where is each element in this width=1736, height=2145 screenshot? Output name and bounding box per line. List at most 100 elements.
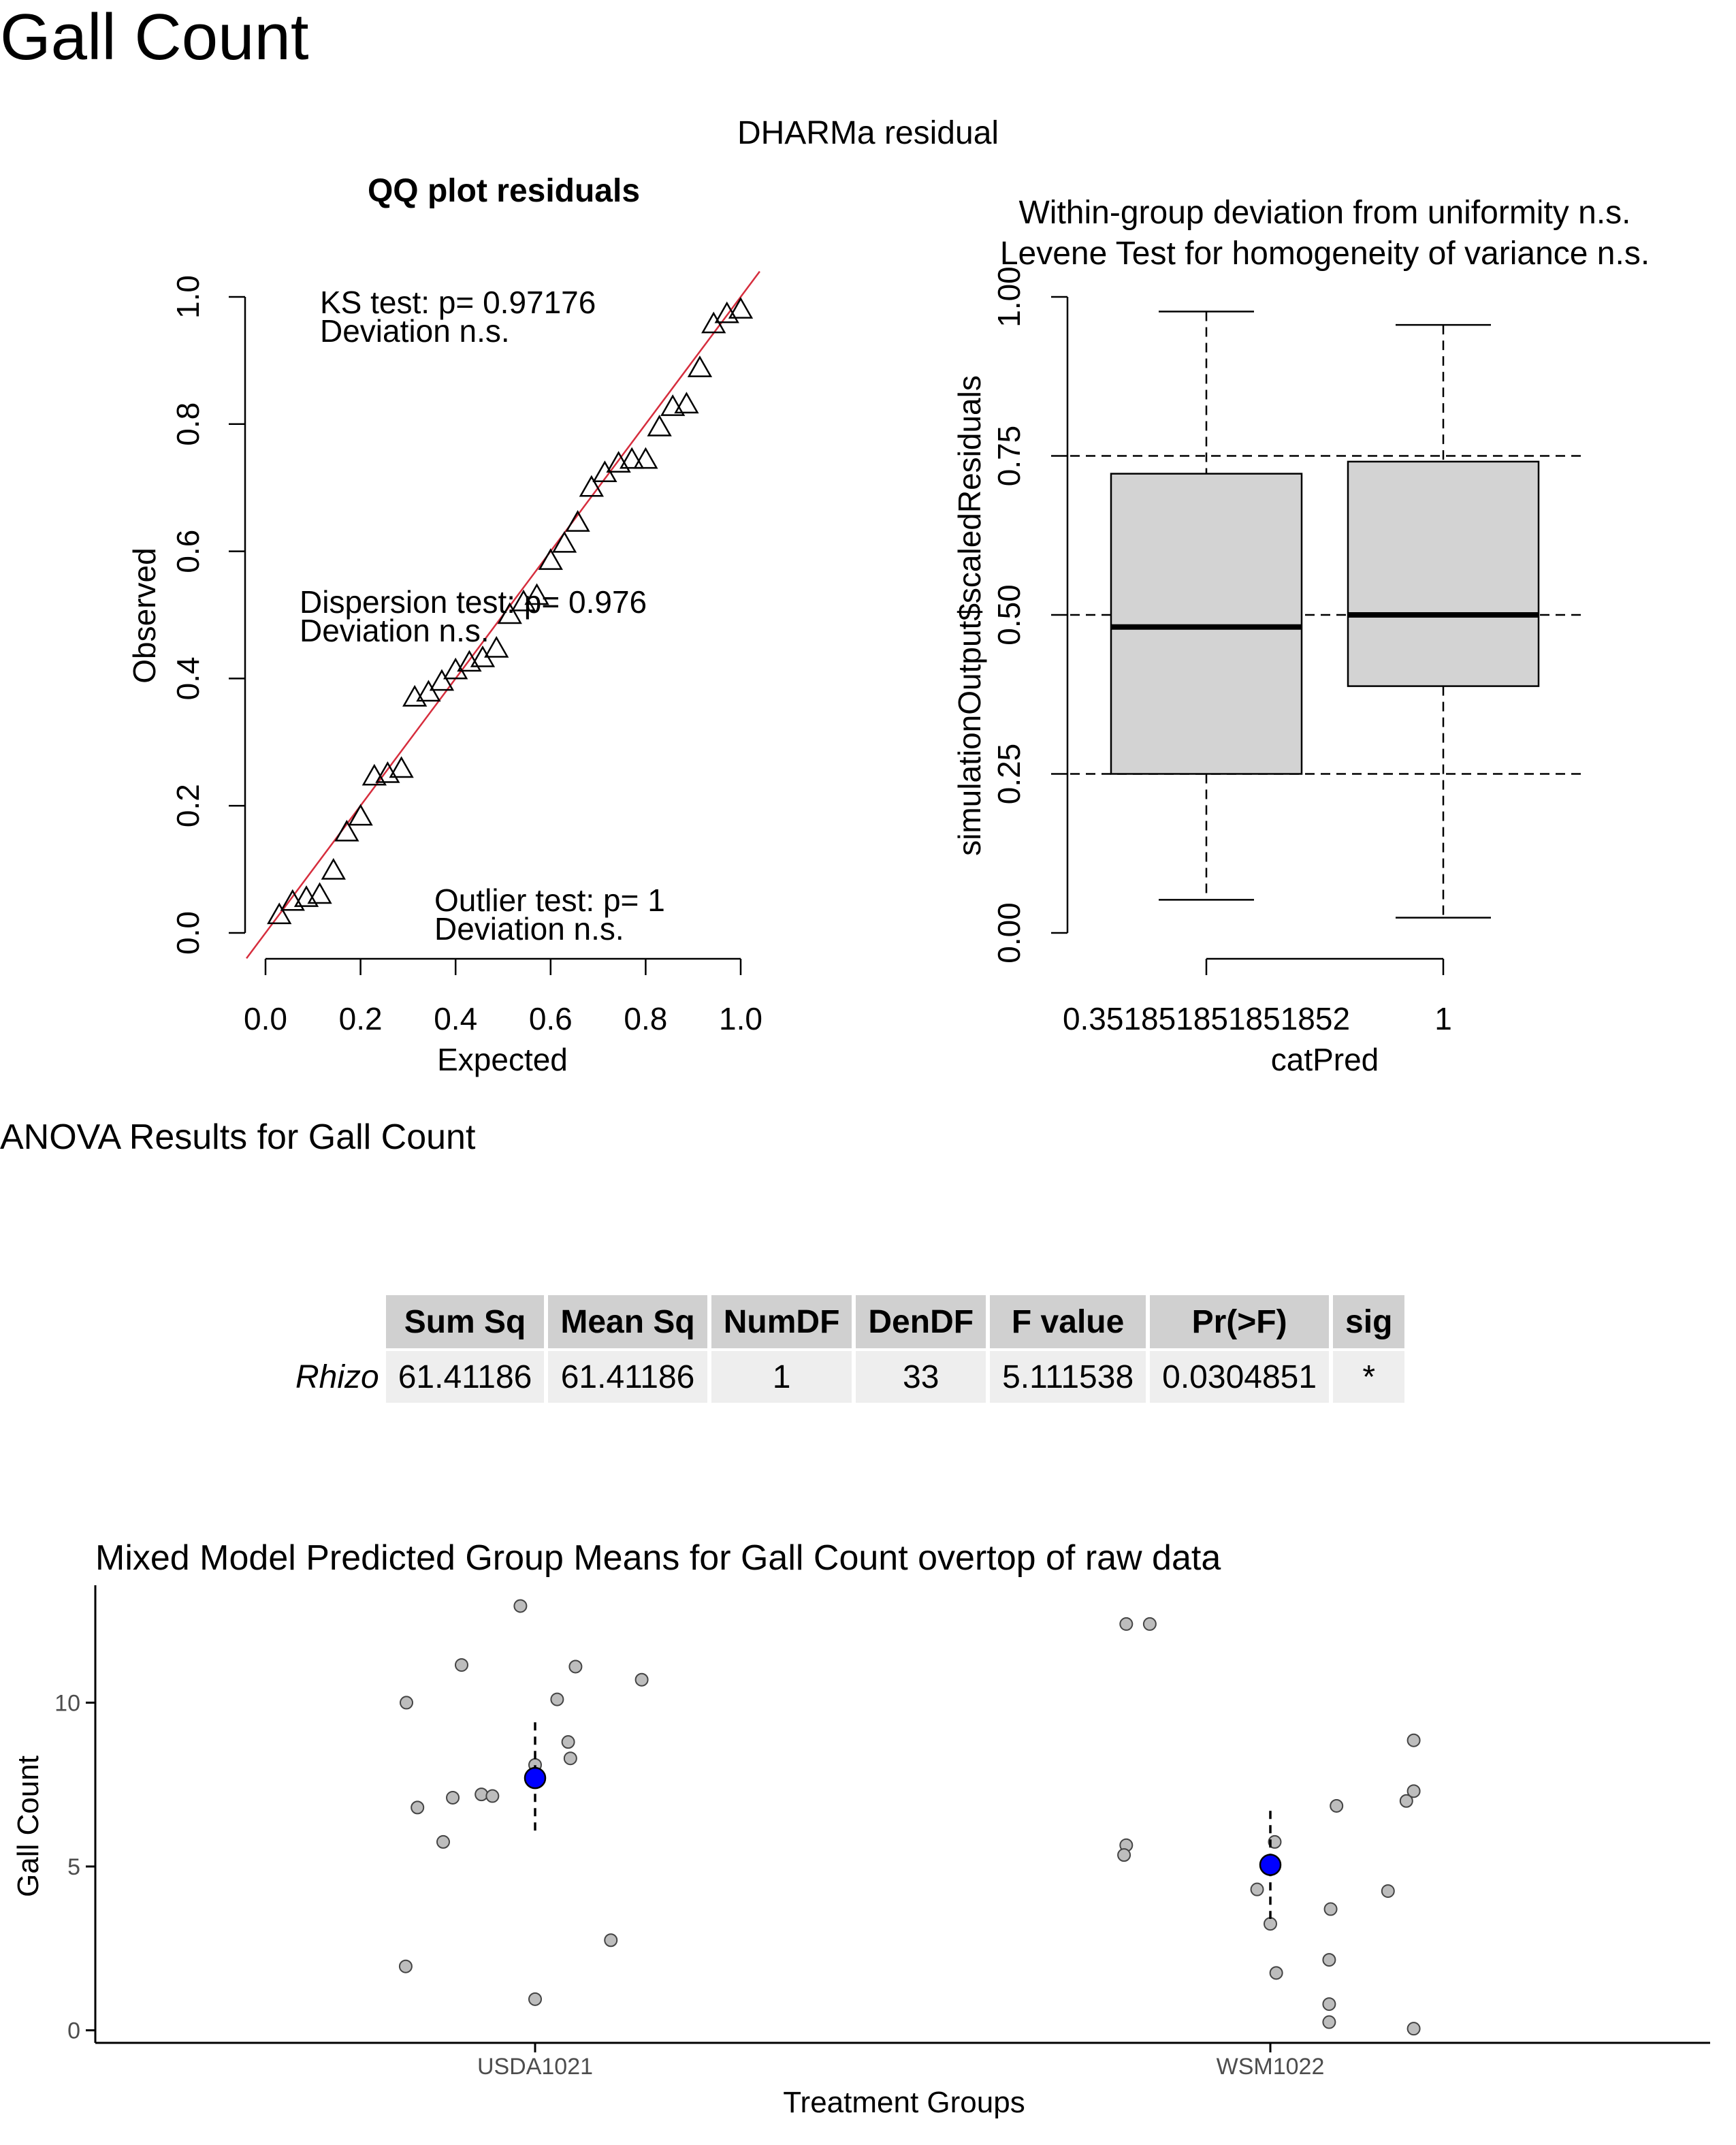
mixed-model-title: Mixed Model Predicted Group Means for Ga…	[95, 1538, 1221, 1578]
anova-cell: 0.0304851	[1150, 1351, 1330, 1403]
box-title-line1: Within-group deviation from uniformity n…	[1018, 195, 1630, 231]
mm-mean-point	[1259, 1854, 1282, 1876]
anova-heading: ANOVA Results for Gall Count	[0, 1117, 476, 1157]
mm-raw-point	[513, 1599, 528, 1613]
mm-raw-point	[485, 1789, 500, 1803]
qq-point	[389, 756, 414, 778]
mm-raw-point	[1407, 2022, 1421, 2036]
qq-point	[633, 447, 658, 469]
anova-row-name: Rhizo	[295, 1351, 382, 1403]
box-rect	[1347, 460, 1540, 687]
box-x-tick-label: 1	[1434, 1001, 1452, 1036]
qq-point	[606, 451, 631, 473]
qq-title: QQ plot residuals	[368, 173, 640, 209]
mm-raw-point	[1323, 1902, 1338, 1916]
qq-point	[443, 657, 468, 680]
anova-col-header: Pr(>F)	[1150, 1295, 1330, 1348]
qq-x-tick-label: 0.2	[339, 1001, 383, 1036]
mm-raw-point	[1264, 1917, 1277, 1931]
mm-raw-point	[1399, 1794, 1413, 1808]
mm-raw-point	[446, 1790, 460, 1805]
anova-header-row: Sum Sq Mean Sq NumDF DenDF F value Pr(>F…	[295, 1295, 1405, 1348]
qq-point	[484, 635, 509, 658]
mm-raw-point	[550, 1692, 564, 1706]
mm-raw-points	[398, 1599, 1421, 2036]
anova-col-header: DenDF	[856, 1295, 986, 1348]
qq-out-line1: Outlier test: p= 1	[434, 883, 665, 918]
mm-raw-point	[634, 1672, 649, 1687]
mm-raw-point	[411, 1800, 425, 1815]
qq-points	[267, 297, 754, 925]
mm-x-label: Treatment Groups	[783, 2086, 1025, 2119]
mm-axes	[86, 1585, 1710, 2052]
qq-disp-line2: Deviation n.s.	[300, 613, 489, 648]
mm-raw-point	[1119, 1617, 1134, 1631]
qq-point	[538, 548, 563, 570]
qq-ks-line1: KS test: p= 0.97176	[320, 285, 596, 320]
box-y-tick-labels: 0.00 0.25 0.50 0.75 1.00	[991, 266, 1027, 964]
anova-corner-cell	[295, 1295, 382, 1348]
mm-x-tick-label: WSM1022	[1217, 2054, 1325, 2080]
table-row: Rhizo 61.41186 61.41186 1 33 5.111538 0.…	[295, 1351, 1405, 1403]
qq-y-tick-label: 0.8	[170, 402, 206, 446]
mm-raw-point	[1250, 1882, 1264, 1896]
qq-x-tick-label: 0.8	[624, 1001, 667, 1036]
qq-point	[416, 680, 441, 702]
qq-x-tick-labels: 0.0 0.2 0.4 0.6 0.8 1.0	[244, 1001, 762, 1036]
qq-out-line2: Deviation n.s.	[434, 911, 624, 947]
mm-y-label: Gall Count	[12, 1755, 45, 1897]
anova-cell: 5.111538	[990, 1351, 1146, 1403]
mm-raw-point	[1381, 1884, 1395, 1898]
box-y-tick-label: 0.00	[991, 902, 1027, 964]
qq-point	[660, 394, 686, 416]
qq-point	[334, 819, 359, 842]
mm-x-tick-labels: USDA1021 WSM1022	[477, 2054, 1324, 2080]
qq-point	[674, 392, 699, 414]
box-title-line2: Levene Test for homogeneity of variance …	[1000, 236, 1650, 272]
mixed-model-plot: 0 5 10 USDA1021 WSM1022 Treatment Groups Ga…	[12, 1585, 1710, 2119]
anova-cell: *	[1333, 1351, 1405, 1403]
mm-raw-point	[1322, 1997, 1336, 2012]
mm-raw-point	[528, 1992, 542, 2006]
anova-col-header: Mean Sq	[548, 1295, 707, 1348]
box-y-tick-label: 0.25	[991, 744, 1027, 805]
anova-cell: 61.41186	[548, 1351, 707, 1403]
qq-point	[579, 475, 604, 497]
qq-y-tick-label: 1.0	[170, 275, 206, 319]
qq-point	[687, 355, 713, 377]
mm-y-tick-label: 10	[54, 1690, 80, 1716]
mm-raw-point	[604, 1933, 618, 1948]
qq-point	[620, 447, 645, 469]
qq-point	[267, 902, 292, 925]
box-x-tick-labels: 0.351851851851852 1	[1063, 1001, 1452, 1036]
qq-ks-line2: Deviation n.s.	[320, 313, 510, 349]
box-plot: Within-group deviation from uniformity n…	[952, 195, 1650, 1077]
anova-col-header: F value	[990, 1295, 1146, 1348]
mm-raw-point	[568, 1659, 583, 1674]
qq-disp-line1: Dispersion test: p= 0.976	[300, 584, 647, 620]
qq-y-tick-label: 0.0	[170, 911, 206, 955]
qq-point	[524, 583, 549, 605]
qq-y-tick-label: 0.4	[170, 656, 206, 700]
mm-raw-point	[1330, 1798, 1344, 1813]
box-y-label: simulationOutput$scaledResiduals	[952, 375, 987, 856]
qq-point	[565, 510, 590, 532]
anova-cell: 61.41186	[385, 1351, 545, 1403]
qq-point	[402, 684, 428, 707]
anova-col-header: sig	[1333, 1295, 1405, 1348]
anova-col-header: Sum Sq	[385, 1295, 545, 1348]
mm-y-tick-label: 5	[67, 1854, 80, 1880]
mm-raw-point	[1268, 1834, 1282, 1849]
mm-y-tick-label: 0	[67, 2018, 80, 2044]
mm-raw-point	[1142, 1617, 1157, 1631]
mm-mean-point	[524, 1766, 547, 1790]
mm-raw-point	[455, 1658, 468, 1672]
box-x-tick-label: 0.351851851851852	[1063, 1001, 1350, 1036]
qq-x-tick-label: 0.4	[434, 1001, 477, 1036]
box-rect	[1110, 473, 1303, 775]
mm-y-tick-labels: 0 5 10	[54, 1690, 80, 2044]
mm-raw-point	[398, 1959, 413, 1973]
box-y-tick-label: 0.50	[991, 584, 1027, 646]
qq-point	[348, 804, 373, 826]
mm-raw-point	[1407, 1733, 1421, 1747]
